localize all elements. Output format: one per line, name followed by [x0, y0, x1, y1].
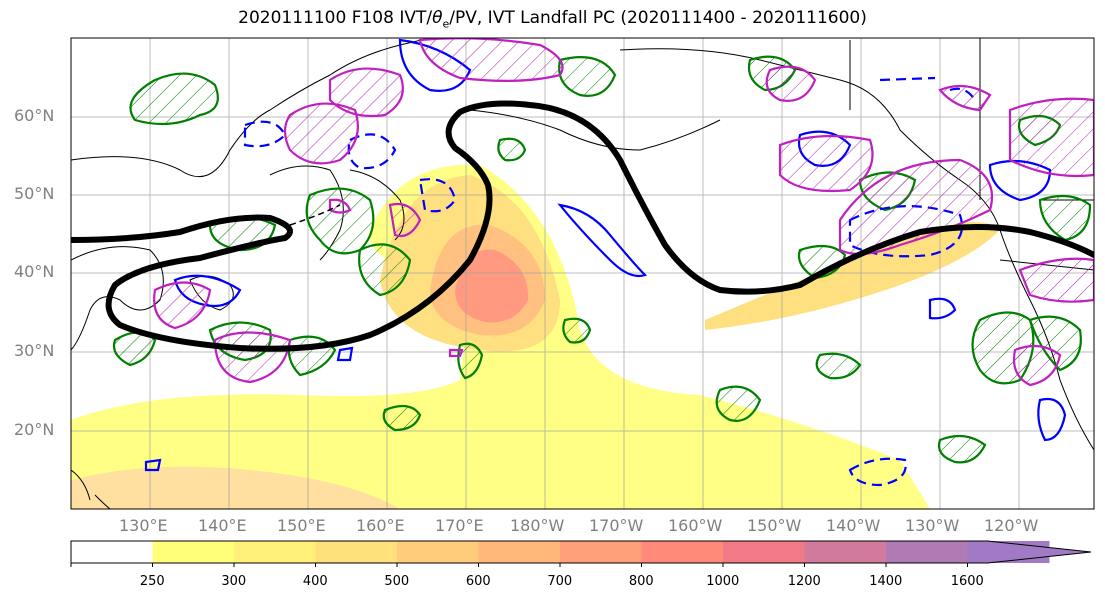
lon-label-130w: 130°W [905, 516, 960, 535]
lon-label-150w: 150°W [747, 516, 802, 535]
colorbar-tick-label: 800 [628, 574, 654, 589]
colorbar-segment [234, 541, 316, 563]
map-frame [70, 37, 1095, 510]
lon-label-170w: 170°W [589, 516, 644, 535]
lon-label-140w: 140°W [826, 516, 881, 535]
colorbar-tick-label: 300 [221, 574, 247, 589]
title-prefix: 2020111100 F108 IVT/ [238, 8, 433, 28]
lat-label-20: 20°N [14, 420, 55, 439]
colorbar-segment [397, 541, 479, 563]
colorbar [70, 540, 1092, 567]
colorbar-tick-label: 1600 [950, 574, 984, 589]
lon-label-160e: 160°E [356, 516, 405, 535]
colorbar-outline [70, 540, 1092, 564]
colorbar-tick-label: 1400 [869, 574, 903, 589]
title-theta: θ [432, 8, 443, 28]
lat-label-40: 40°N [14, 262, 55, 281]
lat-label-60: 60°N [14, 106, 55, 125]
title-sub: e [442, 17, 450, 31]
colorbar-segment [71, 541, 153, 563]
colorbar-segment [886, 541, 968, 563]
colorbar-segment [723, 541, 805, 563]
ivt-landfall-contour [71, 100, 1094, 352]
lon-label-150e: 150°E [277, 516, 326, 535]
colorbar-tick-label: 500 [384, 574, 410, 589]
colorbar-segment [641, 541, 724, 563]
map-area [71, 38, 1094, 509]
colorbar-tick-label: 1000 [706, 574, 740, 589]
pv-contours [153, 38, 1094, 387]
colorbar-tick-label: 250 [139, 574, 165, 589]
colorbar-segment [478, 541, 561, 563]
black-dashed-contour [289, 204, 341, 226]
colorbar-segment [560, 541, 642, 563]
lon-label-130e: 130°E [119, 516, 168, 535]
lon-label-170e: 170°E [435, 516, 484, 535]
colorbar-tick-label: 600 [465, 574, 491, 589]
lon-label-180w: 180°W [510, 516, 565, 535]
colorbar-tick-label: 400 [302, 574, 328, 589]
lat-label-50: 50°N [14, 184, 55, 203]
map-title: 2020111100 F108 IVT/θe/PV, IVT Landfall … [0, 8, 1105, 30]
colorbar-tick-label: 700 [547, 574, 573, 589]
colorbar-segment [152, 541, 235, 563]
lon-label-120w: 120°W [984, 516, 1039, 535]
colorbar-segment [315, 541, 398, 563]
colorbar-segment [804, 541, 887, 563]
ivt-shading [71, 164, 1000, 509]
lon-label-160w: 160°W [668, 516, 723, 535]
colorbar-extend-arrow [967, 541, 1091, 563]
colorbar-tick-label: 1200 [787, 574, 821, 589]
title-suffix: /PV, IVT Landfall PC (2020111400 - 20201… [449, 8, 867, 28]
lat-label-30: 30°N [14, 341, 55, 360]
lon-label-140e: 140°E [198, 516, 247, 535]
